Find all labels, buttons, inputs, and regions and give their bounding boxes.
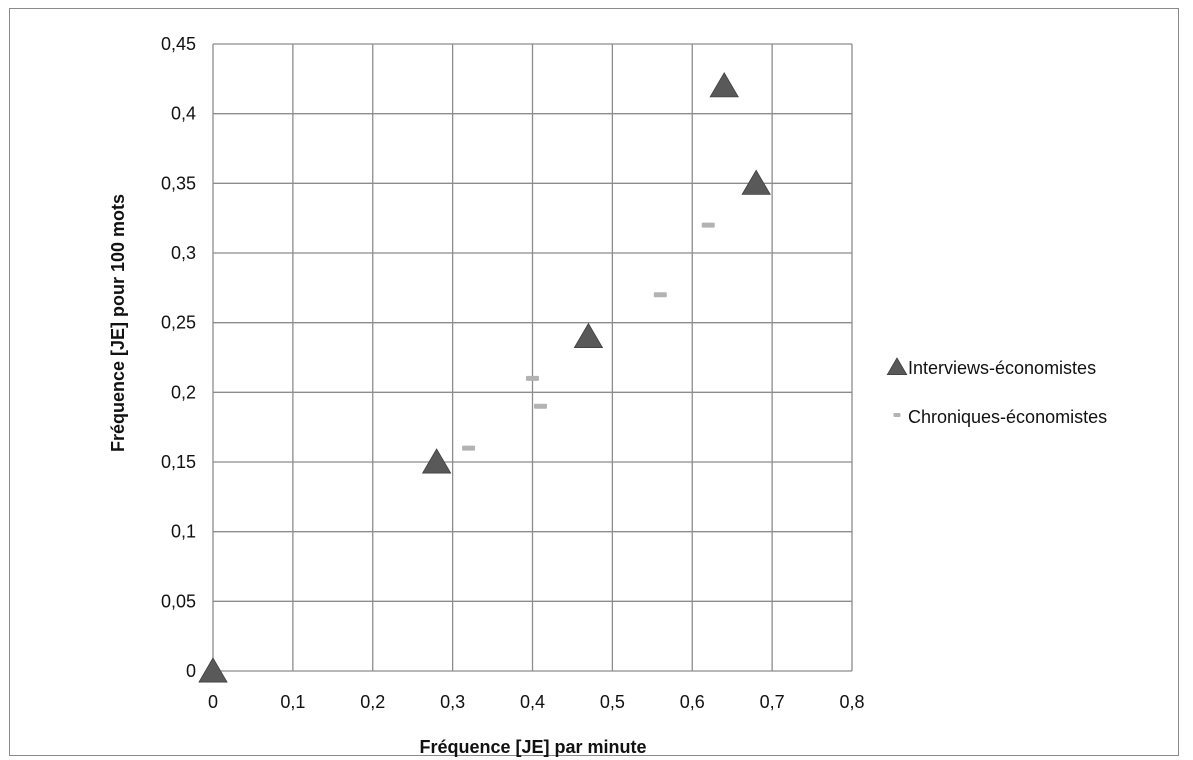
chroniques-point-4 xyxy=(701,222,715,228)
y-tick-label: 0,45 xyxy=(161,34,196,54)
x-axis-ticks: 0 0,1 0,2 0,3 0,4 0,5 0,6 0,7 0,8 xyxy=(208,692,865,712)
plot-grid xyxy=(212,43,853,672)
x-tick-label: 0,6 xyxy=(680,692,705,712)
x-tick-label: 0,7 xyxy=(760,692,785,712)
chroniques-point-1 xyxy=(526,375,539,381)
y-tick-label: 0,1 xyxy=(171,522,196,542)
y-tick-label: 0,25 xyxy=(161,313,196,333)
x-tick-label: 0,8 xyxy=(839,692,864,712)
x-tick-label: 0,5 xyxy=(600,692,625,712)
interviews-point-4 xyxy=(741,169,771,195)
x-tick-label: 0 xyxy=(208,692,218,712)
y-tick-label: 0,2 xyxy=(171,382,196,402)
y-tick-label: 0,15 xyxy=(161,452,196,472)
x-tick-label: 0,4 xyxy=(520,692,545,712)
y-tick-label: 0,05 xyxy=(161,591,196,611)
legend-marker-dash xyxy=(893,413,901,417)
chroniques-point-2 xyxy=(533,403,547,409)
y-tick-label: 0,3 xyxy=(171,243,196,263)
y-axis-ticks: 0 0,05 0,1 0,15 0,2 0,25 0,3 0,35 0,4 0,45 xyxy=(161,34,196,681)
x-tick-label: 0,2 xyxy=(360,692,385,712)
interviews-point-0 xyxy=(198,657,228,683)
interviews-point-1 xyxy=(421,448,452,474)
legend-label: Chroniques-économistes xyxy=(908,407,1107,427)
y-tick-label: 0,35 xyxy=(161,173,196,193)
chart-frame xyxy=(9,8,1179,756)
chroniques-point-3 xyxy=(653,292,667,298)
legend: Interviews-économistes Chroniques-économi… xyxy=(886,357,1107,427)
y-axis-title: Fréquence [JE] pour 100 mots xyxy=(108,194,128,452)
legend-label: Interviews-économistes xyxy=(908,358,1096,378)
chroniques-point-0 xyxy=(462,445,476,451)
data-points xyxy=(198,72,771,683)
interviews-point-2 xyxy=(573,322,604,349)
y-tick-label: 0 xyxy=(186,661,196,681)
y-tick-label: 0,4 xyxy=(171,104,196,124)
legend-marker-triangle xyxy=(886,357,908,376)
x-tick-label: 0,3 xyxy=(440,692,465,712)
x-tick-label: 0,1 xyxy=(280,692,305,712)
x-axis-title: Fréquence [JE] par minute xyxy=(419,737,646,757)
interviews-point-3 xyxy=(709,72,739,98)
